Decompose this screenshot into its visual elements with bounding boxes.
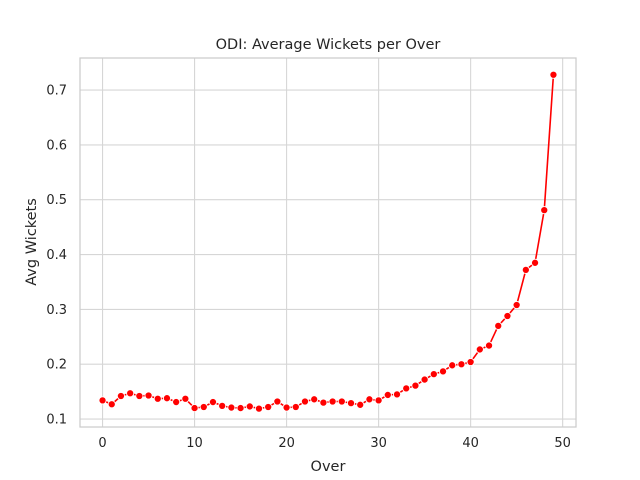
data-point <box>411 381 420 390</box>
data-point <box>438 367 448 376</box>
y-tick-label: 0.4 <box>46 248 67 263</box>
data-point <box>273 397 282 406</box>
data-point <box>190 404 199 413</box>
x-tick-label: 10 <box>186 436 203 451</box>
data-point <box>162 394 172 403</box>
y-tick-label: 0.7 <box>46 84 67 99</box>
data-point <box>494 321 503 330</box>
data-point <box>144 391 153 400</box>
x-axis-title: Over <box>311 459 346 475</box>
data-point <box>448 361 457 370</box>
data-point <box>181 394 190 403</box>
data-point <box>383 390 392 399</box>
data-point <box>254 404 264 413</box>
data-point <box>365 395 374 404</box>
series-layer <box>98 70 558 413</box>
data-point <box>126 389 135 398</box>
data-point <box>328 397 337 406</box>
x-tick-label: 0 <box>98 436 106 451</box>
y-axis-ticks: 0.1 0.2 0.3 0.4 0.5 0.6 0.7 <box>46 84 67 428</box>
data-point <box>374 396 383 405</box>
x-tick-label: 50 <box>554 436 571 451</box>
data-point <box>337 397 346 406</box>
data-point <box>310 395 319 404</box>
data-point <box>402 384 411 393</box>
data-point <box>346 399 356 408</box>
y-axis-title: Avg Wickets <box>24 198 40 286</box>
x-axis-ticks: 0 10 20 30 40 50 <box>98 436 571 451</box>
data-point <box>512 300 521 310</box>
x-tick-label: 20 <box>278 436 295 451</box>
data-point <box>429 370 438 379</box>
data-point <box>236 404 245 413</box>
y-tick-label: 0.6 <box>46 138 67 153</box>
data-point <box>549 70 558 79</box>
data-point <box>208 397 218 407</box>
x-tick-label: 40 <box>462 436 479 451</box>
grid <box>80 58 576 427</box>
plot-frame <box>79 57 577 428</box>
y-tick-label: 0.5 <box>46 193 67 208</box>
data-point <box>116 391 125 401</box>
y-tick-label: 0.2 <box>46 358 67 373</box>
data-point <box>356 400 365 409</box>
data-point <box>199 402 208 412</box>
y-tick-label: 0.3 <box>46 303 67 318</box>
data-point <box>392 390 402 399</box>
data-point <box>531 258 540 267</box>
data-point <box>521 265 530 274</box>
data-point <box>466 357 475 367</box>
data-point <box>172 397 181 407</box>
data-point <box>291 402 300 412</box>
plot-area <box>80 58 576 427</box>
data-point <box>319 398 328 407</box>
data-point <box>98 396 107 405</box>
data-point <box>503 311 512 321</box>
data-point <box>135 391 144 401</box>
data-point <box>475 345 484 354</box>
data-point <box>153 394 162 403</box>
data-point <box>245 402 254 411</box>
data-point <box>300 397 310 406</box>
chart-title: ODI: Average Wickets per Over <box>216 37 441 53</box>
data-point <box>107 400 116 409</box>
data-point <box>218 401 227 410</box>
data-point <box>282 403 291 412</box>
data-point <box>484 341 494 350</box>
data-point <box>457 360 466 369</box>
data-point <box>264 402 273 412</box>
y-tick-label: 0.1 <box>46 413 67 428</box>
data-point <box>227 403 236 412</box>
x-tick-label: 30 <box>370 436 387 451</box>
data-point <box>420 375 429 384</box>
data-point <box>540 206 549 215</box>
